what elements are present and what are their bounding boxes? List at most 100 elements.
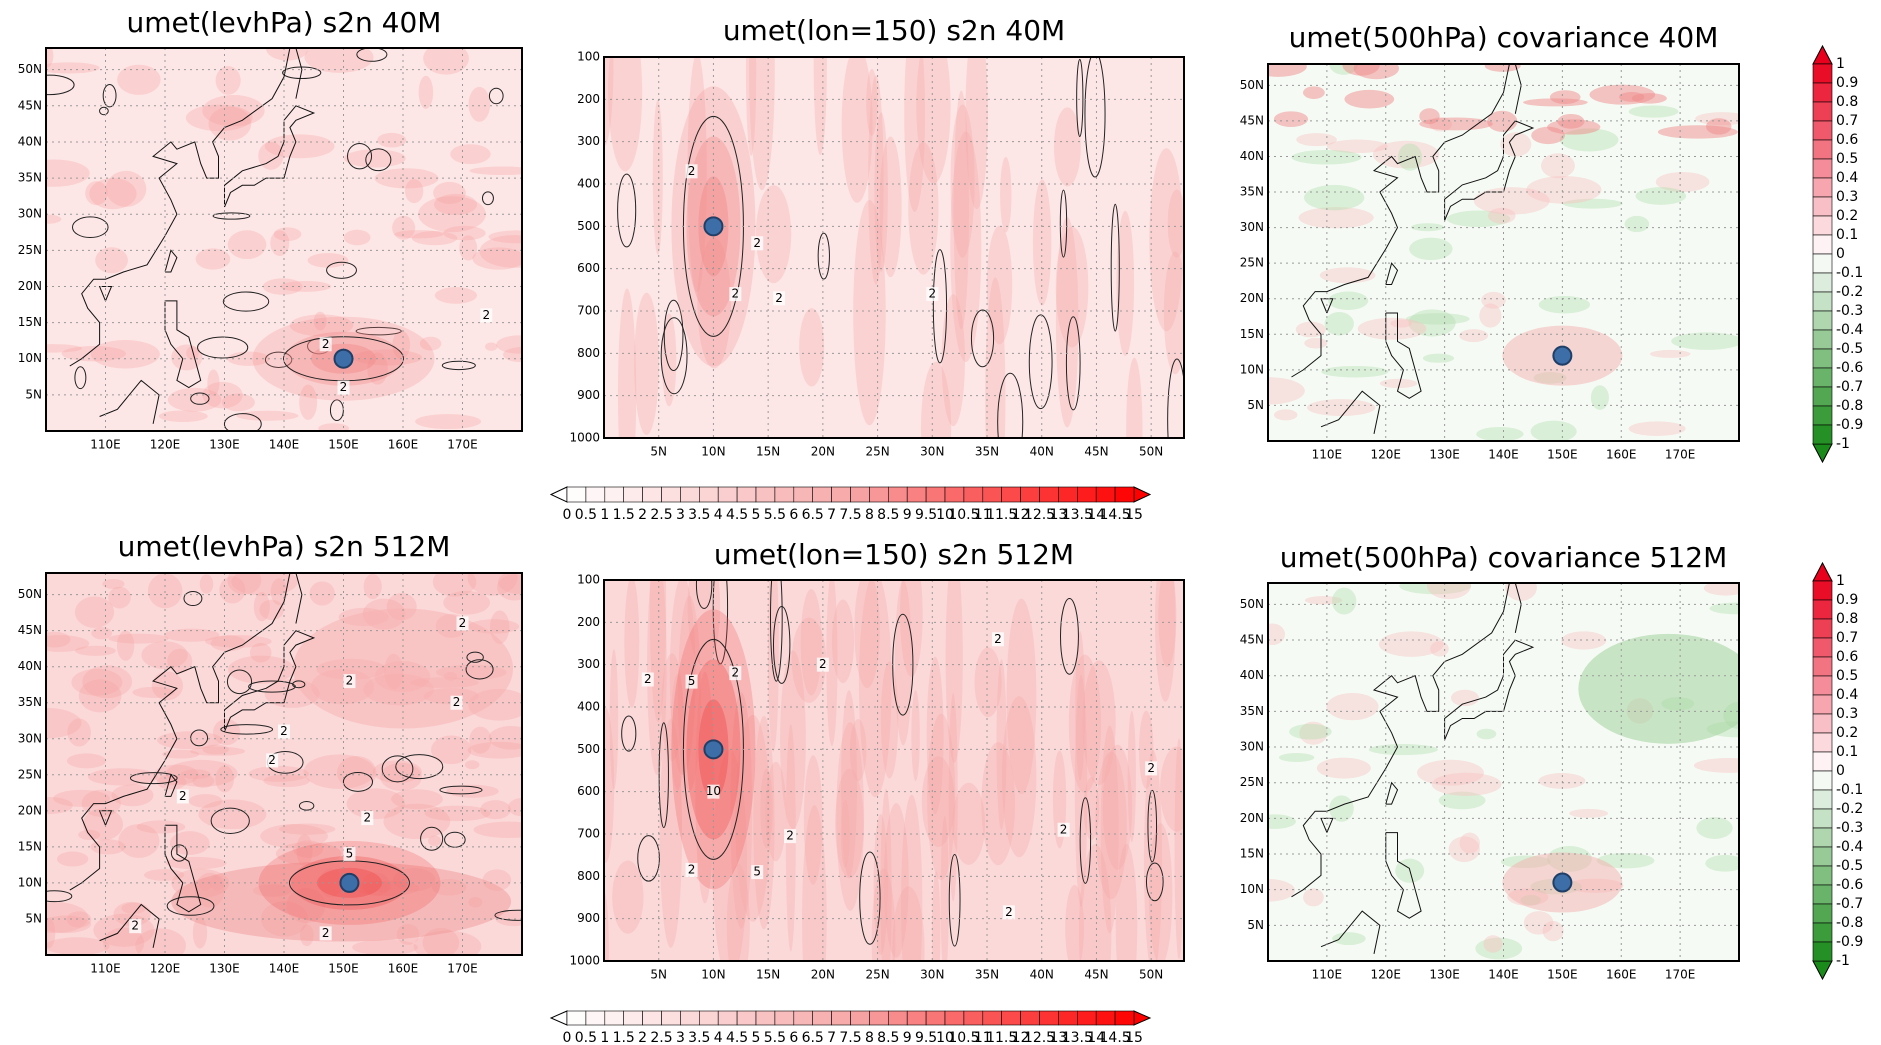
shade-blob	[259, 599, 284, 620]
shade-blob	[612, 860, 644, 934]
shade-blob	[813, 57, 827, 156]
shade-blob	[467, 741, 522, 759]
shade-blob	[604, 707, 615, 863]
colorbar-box	[642, 486, 662, 503]
shade-blob	[1408, 309, 1456, 337]
shade-blob	[202, 95, 265, 127]
colorbar-label: 1	[600, 507, 609, 523]
shade-blob	[78, 679, 122, 713]
colorbar-label: 7	[827, 1030, 836, 1045]
shade-blob	[111, 784, 154, 807]
colorbar-label: 14	[1087, 507, 1105, 523]
colorbar-box	[1812, 770, 1833, 791]
shade-blob	[1068, 654, 1102, 794]
colorbar-box	[642, 1010, 662, 1026]
contour-label-bg	[343, 674, 356, 689]
colorbar-box	[982, 486, 1002, 503]
colorbar-label: 13	[1049, 507, 1067, 523]
contour-label: 2	[453, 695, 461, 709]
y-tick-label: 200	[577, 92, 600, 106]
colorbar-box	[1812, 751, 1833, 772]
field-shading	[46, 48, 522, 431]
y-tick-label: 20N	[1240, 291, 1264, 305]
coastline	[1320, 390, 1381, 435]
x-tick-label: 35N	[975, 968, 999, 982]
colorbar: 1 0.9 0.8 0.7 0.6 0.5 0.4 0.3 0.2 0.1 0 -0.1 -0.2 -0.…	[1812, 44, 1863, 464]
colorbar-box	[1812, 694, 1833, 715]
colorbar-box	[661, 486, 681, 503]
shade-blob	[118, 823, 160, 858]
colorbar-box	[1812, 348, 1833, 369]
colorbar-label: 3.5	[688, 507, 710, 523]
colorbar-label: 11	[974, 1030, 992, 1045]
y-tick-label: 35N	[1240, 185, 1264, 199]
contour-line	[637, 835, 660, 882]
shade-blob	[264, 134, 335, 159]
x-tick-label: 160E	[388, 438, 419, 452]
shade-blob	[1032, 179, 1052, 306]
contour-label: 5	[346, 847, 354, 861]
contour-label-bg	[926, 287, 939, 302]
colorbar-label: 4.5	[726, 1030, 748, 1045]
x-tick-label: 140E	[1488, 968, 1519, 982]
contour-line	[617, 173, 637, 248]
colorbar-label: -0.8	[1836, 915, 1863, 931]
x-tick-label: 30N	[920, 445, 944, 459]
shade-blob	[227, 573, 262, 595]
shade-blob	[468, 86, 491, 122]
colorbar-box	[717, 1010, 738, 1026]
colorbar-box	[1812, 424, 1833, 445]
shade-blob	[871, 868, 896, 961]
colorbar-box	[906, 1010, 927, 1026]
shade-blob	[1000, 156, 1012, 233]
colorbar-box	[1812, 215, 1833, 236]
y-tick-label: 400	[577, 700, 600, 714]
colorbar-box	[774, 1010, 795, 1026]
contour-line	[1084, 57, 1106, 178]
shade-blob	[1538, 295, 1590, 314]
x-tick-label: 50N	[1139, 445, 1163, 459]
x-tick-label: 150E	[1547, 968, 1578, 982]
colorbar-box	[1812, 82, 1833, 103]
shade-blob	[46, 635, 90, 652]
colorbar-box	[1812, 922, 1833, 943]
y-tick-label: 1000	[569, 954, 600, 968]
shade-blob	[1303, 184, 1365, 211]
shade-blob	[434, 193, 478, 216]
shade-blob	[1378, 631, 1444, 657]
shade-blob	[102, 578, 125, 589]
shade-blob	[1065, 884, 1085, 961]
contour-label: 2	[131, 919, 139, 933]
y-tick-label: 35N	[18, 695, 42, 709]
contour-line	[997, 372, 1024, 438]
x-tick-label: 30N	[920, 968, 944, 982]
x-tick-label: 45N	[1084, 968, 1108, 982]
shade-blob	[116, 630, 135, 661]
contour-label: 2	[268, 753, 276, 767]
colorbar-box	[1039, 486, 1059, 503]
colorbar-label: 10.5	[948, 507, 979, 523]
shade-blob	[1541, 153, 1575, 179]
colorbar-box	[1095, 486, 1116, 503]
x-tick-label: 50N	[1139, 968, 1163, 982]
colorbar-end	[1812, 561, 1833, 582]
shade-blob	[292, 840, 324, 858]
colorbar-end	[1812, 960, 1833, 981]
x-tick-label: 5N	[650, 968, 667, 982]
shade-blob	[479, 235, 522, 268]
colorbar-box	[1020, 1010, 1040, 1026]
colorbar-label: -0.2	[1836, 284, 1863, 300]
colorbar-label: 0.4	[1836, 170, 1858, 186]
shade-blob	[391, 789, 443, 810]
shade-blob	[1329, 795, 1354, 822]
contour-label-bg	[707, 784, 720, 799]
contour-line	[859, 851, 881, 945]
shade-blob	[46, 707, 82, 739]
shade-blob	[383, 803, 451, 840]
shade-blob	[265, 48, 309, 61]
shade-blob	[1410, 223, 1444, 232]
shade-blob	[66, 911, 92, 928]
y-tick-label: 900	[577, 911, 600, 925]
shade-blob	[1155, 580, 1176, 702]
colorbar-box	[850, 1010, 870, 1026]
